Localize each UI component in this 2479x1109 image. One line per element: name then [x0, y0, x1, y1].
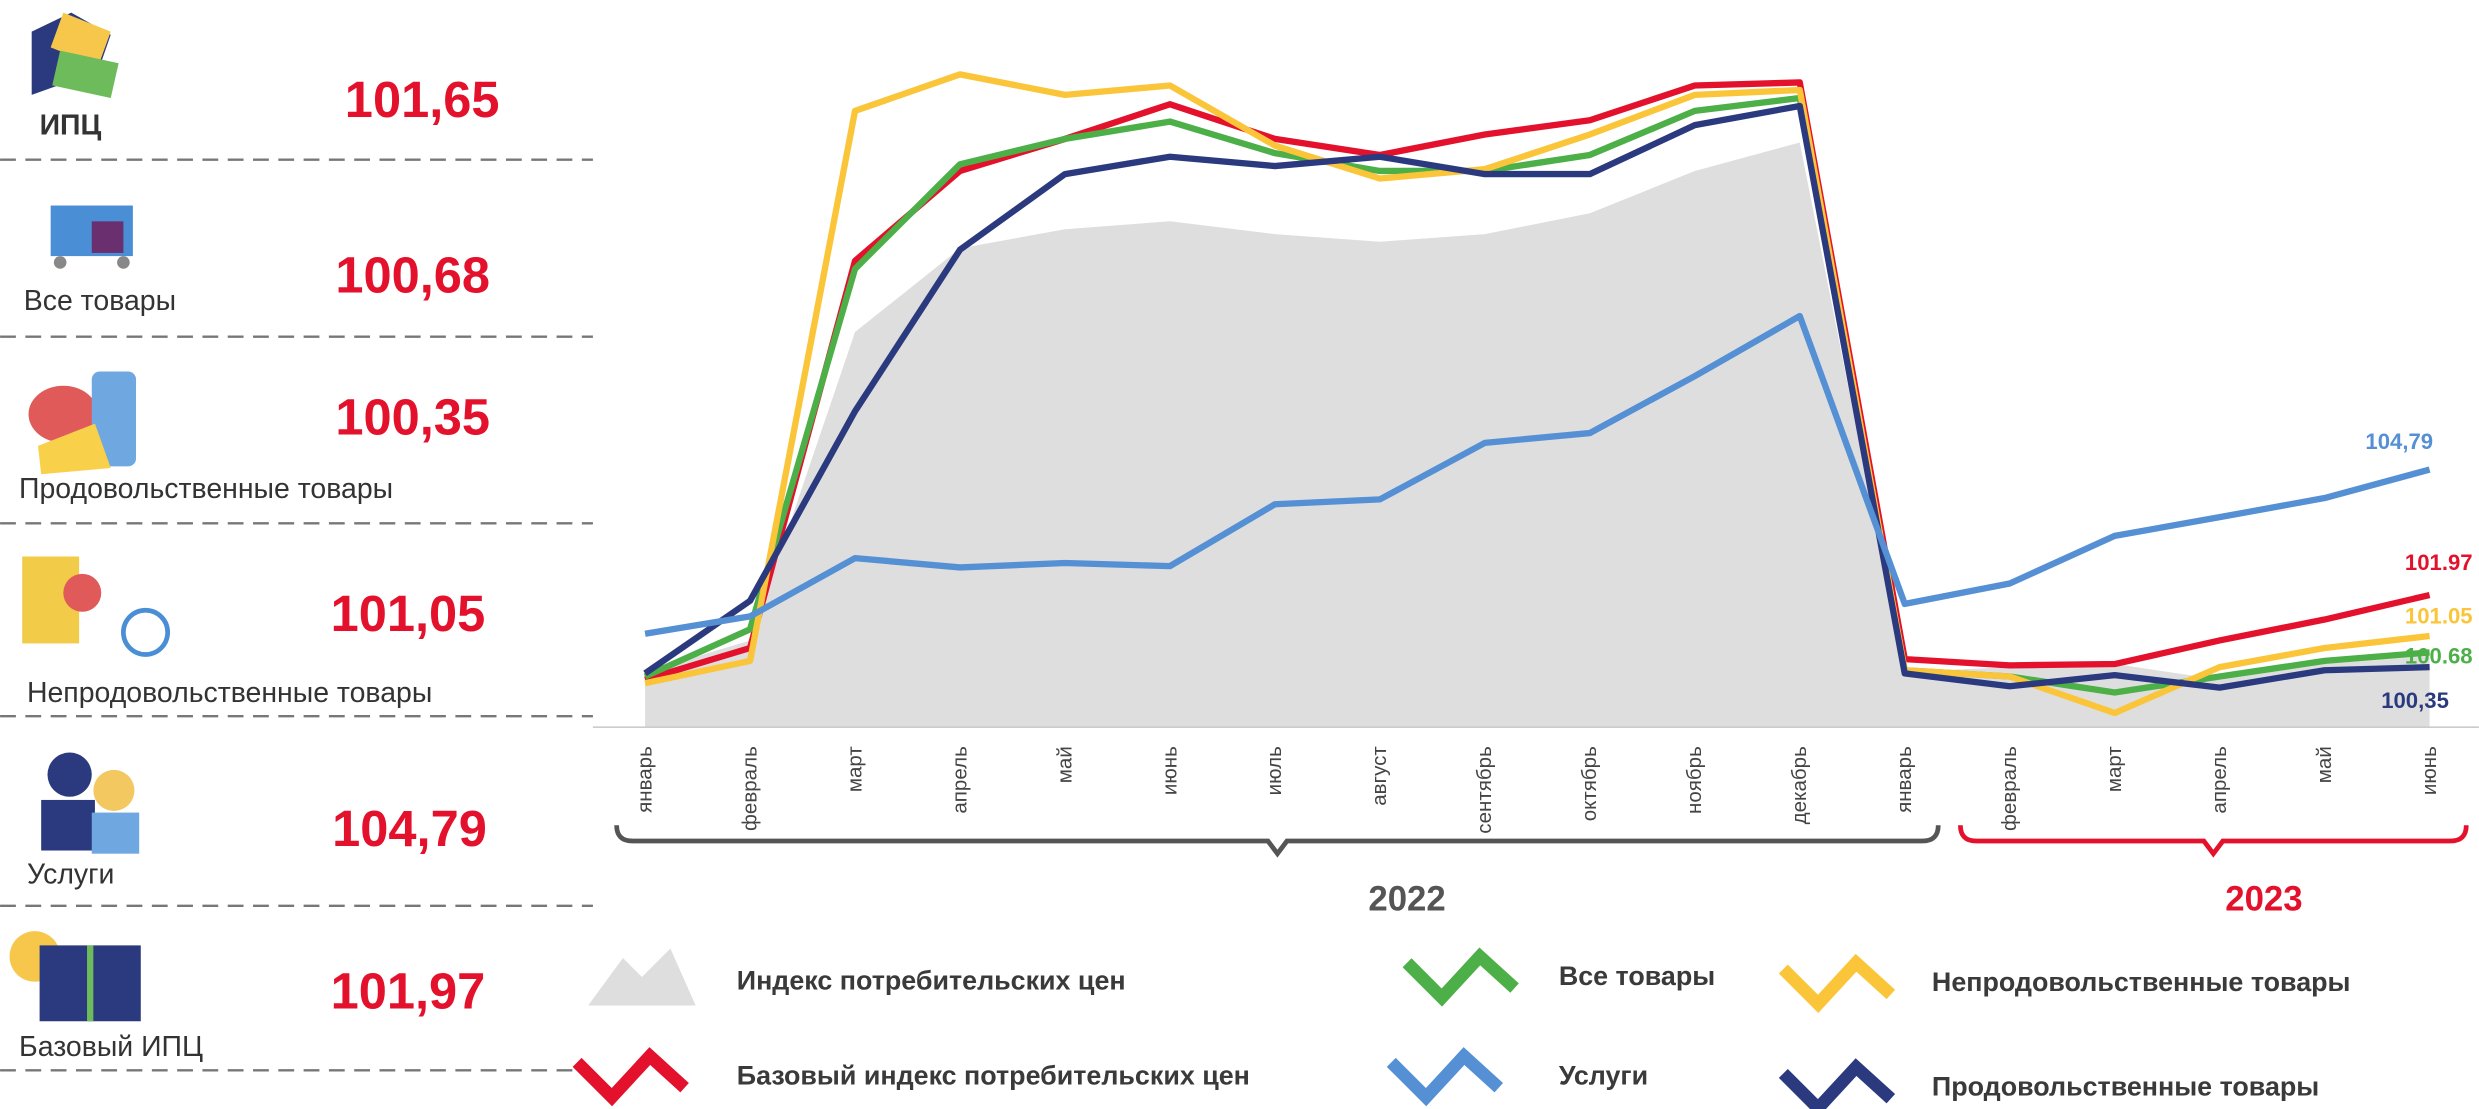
indicator-value: 100,35: [335, 389, 490, 446]
x-tick-label: март: [2103, 746, 2126, 793]
x-tick-label: сентябрь: [1473, 746, 1496, 834]
indicator-label: Базовый ИПЦ: [19, 1031, 203, 1063]
indicator-label: Услуги: [27, 859, 114, 891]
icon: [92, 221, 124, 253]
icon: [63, 574, 101, 612]
icon: [54, 256, 67, 269]
legend-icon: [1783, 963, 1891, 1004]
data-label: 104,79: [2365, 429, 2433, 454]
x-tick-label: ноябрь: [1683, 746, 1706, 814]
x-tick-label: май: [2313, 746, 2336, 783]
icon: [92, 813, 139, 854]
x-tick-label: май: [1053, 746, 1076, 783]
legend-label: Индекс потребительских цен: [737, 966, 1126, 996]
legend-label: Услуги: [1559, 1060, 1648, 1090]
year-brace: [1960, 825, 2466, 853]
indicator-value: 101,97: [331, 963, 486, 1020]
data-label: 101.05: [2405, 603, 2473, 628]
x-tick-label: август: [1368, 746, 1391, 806]
x-tick-label: февраль: [738, 746, 761, 831]
data-label: 101.97: [2405, 550, 2473, 575]
x-tick-label: декабрь: [1788, 746, 1811, 824]
indicator-value: 104,79: [332, 800, 487, 857]
icon: [48, 753, 92, 797]
infographic: ИПЦ 101,65 Все товары 100,68 Продовольственн…: [0, 0, 2479, 1109]
indicator-label: Продовольственные товары: [19, 473, 393, 505]
legend-icon: [1391, 1056, 1499, 1097]
legend-icon: [588, 949, 696, 1006]
legend-icon: [1407, 956, 1515, 997]
year-label: 2022: [1368, 881, 1445, 919]
icon: [117, 256, 130, 269]
year-brace: [617, 825, 1939, 853]
x-tick-label: январь: [1893, 746, 1916, 813]
x-tick-label: март: [843, 746, 866, 793]
x-tick-label: январь: [633, 746, 656, 813]
data-label: 100,35: [2381, 688, 2449, 713]
indicator-label: Непродовольственные товары: [27, 677, 432, 709]
legend-label: Непродовольственные товары: [1932, 967, 2351, 997]
x-tick-label: апрель: [2208, 746, 2231, 813]
icon: [123, 610, 167, 654]
year-label: 2023: [2225, 881, 2302, 919]
legend-label: Все товары: [1559, 961, 1715, 991]
x-tick-label: апрель: [948, 746, 971, 813]
icon: [41, 800, 95, 851]
icon: [93, 770, 134, 811]
indicator-value: 101,05: [331, 585, 486, 642]
x-tick-label: июль: [1263, 746, 1286, 795]
indicator-value: 100,68: [335, 246, 490, 303]
legend-label: Базовый индекс потребительских цен: [737, 1060, 1250, 1090]
x-tick-label: октябрь: [1578, 746, 1601, 821]
x-tick-label: июнь: [2418, 746, 2441, 795]
legend-icon: [577, 1056, 685, 1097]
data-label: 100.68: [2405, 644, 2473, 669]
icon: [52, 51, 118, 98]
x-tick-label: февраль: [1998, 746, 2021, 831]
indicator-label: Все товары: [24, 285, 176, 317]
indicator-label: ИПЦ: [40, 109, 102, 141]
legend-label: Продовольственные товары: [1932, 1072, 2319, 1102]
x-tick-label: июнь: [1158, 746, 1181, 795]
legend-icon: [1783, 1067, 1891, 1108]
indicator-value: 101,65: [345, 71, 500, 128]
